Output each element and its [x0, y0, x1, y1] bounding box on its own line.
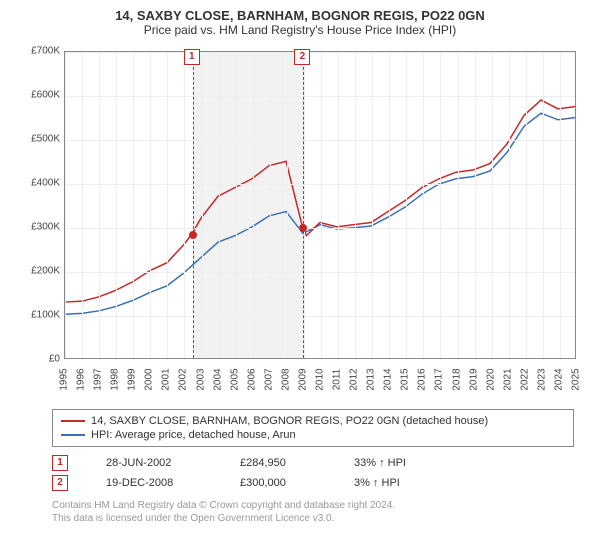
- y-axis-label: £0: [20, 354, 60, 365]
- x-axis-label: 1996: [76, 368, 87, 390]
- page-subtitle: Price paid vs. HM Land Registry's House …: [8, 23, 592, 37]
- x-axis-label: 2005: [229, 368, 240, 390]
- price-chart: £0 £100K £200K £300K £400K £500K £600K £700K 19…: [20, 43, 580, 403]
- x-axis-label: 2016: [417, 368, 428, 390]
- transaction-price: £300,000: [240, 477, 330, 489]
- x-axis-label: 2007: [263, 368, 274, 390]
- x-axis-label: 2020: [485, 368, 496, 390]
- x-axis-label: 2004: [212, 368, 223, 390]
- x-axis-label: 1997: [93, 368, 104, 390]
- footer-attribution: Contains HM Land Registry data © Crown c…: [52, 499, 574, 525]
- legend-swatch: [61, 420, 85, 422]
- x-axis-label: 2009: [297, 368, 308, 390]
- x-axis-label: 2017: [434, 368, 445, 390]
- x-axis-label: 1995: [59, 368, 70, 390]
- transaction-date: 19-DEC-2008: [106, 477, 216, 489]
- page-title: 14, SAXBY CLOSE, BARNHAM, BOGNOR REGIS, …: [8, 8, 592, 23]
- legend-swatch: [61, 434, 85, 436]
- x-axis-label: 2021: [502, 368, 513, 390]
- plot-area: [64, 51, 576, 359]
- footer-line-2: This data is licensed under the Open Gov…: [52, 512, 574, 525]
- x-axis-label: 2012: [349, 368, 360, 390]
- hpi-line: [65, 113, 575, 314]
- x-axis-label: 1999: [127, 368, 138, 390]
- y-axis-label: £700K: [20, 46, 60, 57]
- transaction-marker: 1: [184, 49, 200, 65]
- transaction-row-marker: 1: [52, 455, 68, 471]
- transaction-date: 28-JUN-2002: [106, 457, 216, 469]
- legend-item: HPI: Average price, detached house, Arun: [61, 428, 565, 442]
- x-axis-label: 2003: [195, 368, 206, 390]
- x-axis-label: 2022: [519, 368, 530, 390]
- y-axis-label: £100K: [20, 310, 60, 321]
- x-axis-label: 2018: [451, 368, 462, 390]
- y-axis-label: £500K: [20, 134, 60, 145]
- y-axis-label: £300K: [20, 222, 60, 233]
- x-axis-label: 2025: [571, 368, 582, 390]
- x-axis-label: 2000: [144, 368, 155, 390]
- y-axis-label: £400K: [20, 178, 60, 189]
- x-axis-label: 2019: [468, 368, 479, 390]
- x-axis-label: 2014: [383, 368, 394, 390]
- x-axis-label: 2024: [553, 368, 564, 390]
- transaction-row: 2 19-DEC-2008 £300,000 3% ↑ HPI: [52, 473, 574, 493]
- transaction-price: £284,950: [240, 457, 330, 469]
- transaction-row: 1 28-JUN-2002 £284,950 33% ↑ HPI: [52, 453, 574, 473]
- chart-lines: [65, 52, 575, 358]
- x-axis-label: 2023: [536, 368, 547, 390]
- transaction-delta: 33% ↑ HPI: [354, 457, 454, 469]
- footer-line-1: Contains HM Land Registry data © Crown c…: [52, 499, 574, 512]
- x-axis-label: 2015: [400, 368, 411, 390]
- x-axis-label: 2008: [280, 368, 291, 390]
- y-axis-label: £600K: [20, 90, 60, 101]
- legend-item: 14, SAXBY CLOSE, BARNHAM, BOGNOR REGIS, …: [61, 414, 565, 428]
- legend-label: 14, SAXBY CLOSE, BARNHAM, BOGNOR REGIS, …: [91, 415, 488, 427]
- x-axis-label: 2001: [161, 368, 172, 390]
- transaction-dot: [189, 231, 197, 239]
- y-axis-label: £200K: [20, 266, 60, 277]
- x-axis-label: 2006: [246, 368, 257, 390]
- transaction-line: [193, 52, 194, 358]
- x-axis-label: 1998: [110, 368, 121, 390]
- x-axis-label: 2010: [315, 368, 326, 390]
- transaction-line: [303, 52, 304, 358]
- x-axis-label: 2013: [366, 368, 377, 390]
- transaction-marker: 2: [294, 49, 310, 65]
- legend-label: HPI: Average price, detached house, Arun: [91, 429, 296, 441]
- x-axis-label: 2011: [332, 369, 343, 391]
- transactions-table: 1 28-JUN-2002 £284,950 33% ↑ HPI 2 19-DEC-200…: [52, 453, 574, 493]
- transaction-row-marker: 2: [52, 475, 68, 491]
- transaction-dot: [299, 224, 307, 232]
- transaction-delta: 3% ↑ HPI: [354, 477, 454, 489]
- legend: 14, SAXBY CLOSE, BARNHAM, BOGNOR REGIS, …: [52, 409, 574, 447]
- x-axis-label: 2002: [178, 368, 189, 390]
